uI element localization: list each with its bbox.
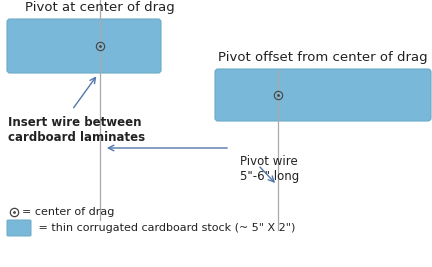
Text: Insert wire between
cardboard laminates: Insert wire between cardboard laminates [8, 116, 145, 144]
Text: = thin corrugated cardboard stock (~ 5" X 2"): = thin corrugated cardboard stock (~ 5" … [35, 223, 295, 233]
FancyBboxPatch shape [7, 220, 31, 236]
Text: Pivot wire
5"-6" long: Pivot wire 5"-6" long [240, 155, 299, 183]
Text: Pivot at center of drag: Pivot at center of drag [25, 1, 175, 14]
FancyBboxPatch shape [7, 19, 161, 73]
FancyBboxPatch shape [215, 69, 431, 121]
Text: = center of drag: = center of drag [22, 207, 114, 217]
Text: Pivot offset from center of drag: Pivot offset from center of drag [218, 51, 428, 64]
